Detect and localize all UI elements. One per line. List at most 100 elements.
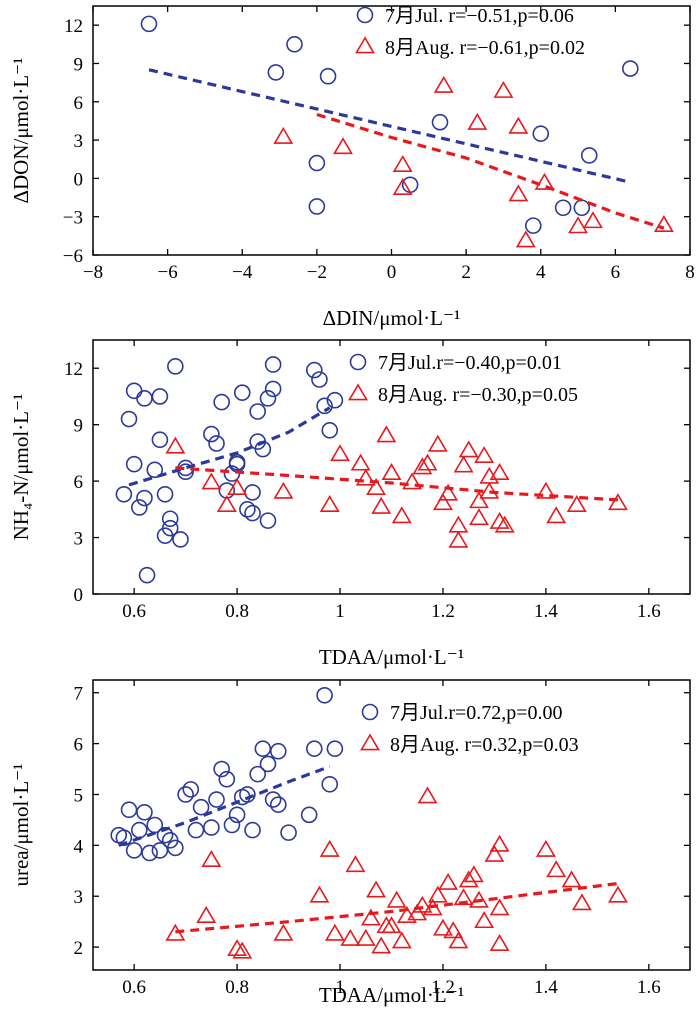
data-point bbox=[319, 67, 337, 85]
data-point bbox=[213, 760, 230, 778]
data-point bbox=[182, 781, 200, 798]
data-point bbox=[316, 397, 333, 415]
y-tick-label: 9 bbox=[74, 416, 84, 437]
y-tick-label: 6 bbox=[74, 735, 84, 756]
y-axis-title: NH₄-N/μmol·L⁻¹ bbox=[9, 394, 33, 541]
chart-panel-2: 0.6 0.8 1 1.2 1.4 1.6 0 3 6 9 12 TDAA/μmol·L⁻¹ NH₄-N… bbox=[9, 339, 691, 669]
fit-line bbox=[118, 765, 331, 847]
data-point bbox=[535, 839, 556, 857]
data-point bbox=[474, 446, 495, 464]
data-point bbox=[273, 126, 294, 144]
data-point bbox=[269, 742, 287, 760]
data-point bbox=[136, 390, 153, 407]
data-point bbox=[259, 512, 277, 529]
x-tick-label: 1.2 bbox=[431, 601, 455, 622]
data-point bbox=[433, 75, 454, 93]
data-point bbox=[227, 478, 248, 496]
data-point bbox=[489, 511, 510, 529]
x-tick-label: 0.6 bbox=[122, 601, 146, 622]
fit-line bbox=[148, 68, 631, 184]
data-point bbox=[151, 842, 169, 859]
y-tick-label: 0 bbox=[74, 585, 84, 606]
data-point bbox=[453, 888, 474, 906]
data-point bbox=[259, 390, 277, 407]
series-july bbox=[110, 686, 344, 862]
data-point bbox=[433, 493, 453, 511]
y-tick-label: 3 bbox=[74, 887, 84, 908]
data-point bbox=[218, 770, 236, 788]
chart-panel-3: 0.6 0.8 1 1.2 1.4 1.6 2 3 4 5 6 7 TDAA/μmol·L⁻¹ urea/… bbox=[9, 679, 691, 1007]
data-point bbox=[177, 786, 194, 803]
data-point bbox=[484, 844, 505, 862]
data-point bbox=[621, 60, 639, 77]
y-tick-label: 5 bbox=[74, 785, 84, 806]
data-point bbox=[366, 880, 387, 898]
data-point bbox=[402, 472, 423, 490]
x-tick-label: 1 bbox=[335, 977, 345, 998]
data-point bbox=[458, 440, 479, 458]
data-point bbox=[264, 791, 282, 808]
data-point bbox=[306, 361, 323, 379]
data-point bbox=[131, 821, 148, 839]
series-august bbox=[165, 425, 628, 548]
data-point bbox=[427, 434, 448, 452]
data-point bbox=[392, 155, 413, 172]
data-point bbox=[326, 391, 344, 409]
y-tick-label: 12 bbox=[64, 16, 83, 37]
fit-line bbox=[316, 112, 665, 230]
x-tick-label: −8 bbox=[83, 262, 103, 283]
data-point bbox=[417, 786, 438, 804]
data-point bbox=[244, 484, 261, 501]
data-point bbox=[546, 506, 567, 524]
y-axis-title: urea/μmol·L⁻¹ bbox=[9, 763, 33, 886]
data-point bbox=[653, 215, 674, 233]
data-point bbox=[355, 928, 376, 946]
data-point bbox=[583, 211, 603, 229]
y-axis-title: ΔDON/μmol·L⁻¹ bbox=[9, 58, 33, 204]
data-point bbox=[203, 819, 220, 836]
x-tick-label: 0.6 bbox=[122, 977, 146, 998]
data-point bbox=[535, 481, 556, 499]
data-point bbox=[187, 821, 205, 839]
data-point bbox=[469, 491, 489, 509]
legend-marker bbox=[349, 353, 367, 371]
data-point bbox=[554, 199, 572, 217]
data-point bbox=[524, 217, 542, 234]
data-point bbox=[568, 216, 589, 234]
data-point bbox=[448, 530, 469, 548]
data-point bbox=[433, 918, 453, 936]
data-point bbox=[146, 461, 164, 479]
legend-label: 8月Aug. r=−0.61,p=0.02 bbox=[385, 37, 585, 59]
data-point bbox=[254, 740, 272, 757]
legend-marker bbox=[361, 703, 379, 721]
data-point bbox=[141, 844, 158, 862]
data-point bbox=[326, 740, 344, 757]
data-point bbox=[267, 64, 285, 81]
data-point bbox=[321, 775, 339, 793]
data-point bbox=[196, 905, 217, 923]
y-tick-label: 4 bbox=[74, 836, 84, 857]
data-point bbox=[120, 801, 138, 819]
data-point bbox=[273, 481, 294, 499]
data-point bbox=[125, 455, 143, 473]
data-point bbox=[259, 755, 277, 773]
data-point bbox=[417, 453, 438, 471]
data-point bbox=[273, 923, 294, 941]
plot-frame bbox=[92, 339, 691, 595]
legend-label: 8月Aug. r=0.32,p=0.03 bbox=[390, 734, 579, 756]
data-point bbox=[350, 453, 371, 471]
data-point bbox=[448, 931, 469, 949]
data-point bbox=[249, 403, 266, 420]
data-point bbox=[244, 821, 261, 839]
fit-line bbox=[128, 406, 331, 487]
data-point bbox=[151, 431, 169, 449]
data-point bbox=[489, 834, 510, 852]
data-point bbox=[136, 489, 153, 507]
data-point bbox=[308, 198, 326, 215]
data-point bbox=[120, 410, 138, 428]
data-point bbox=[532, 125, 550, 142]
data-point bbox=[201, 850, 222, 867]
data-point bbox=[167, 839, 184, 857]
data-point bbox=[239, 501, 256, 518]
x-tick-label: 4 bbox=[536, 262, 546, 283]
